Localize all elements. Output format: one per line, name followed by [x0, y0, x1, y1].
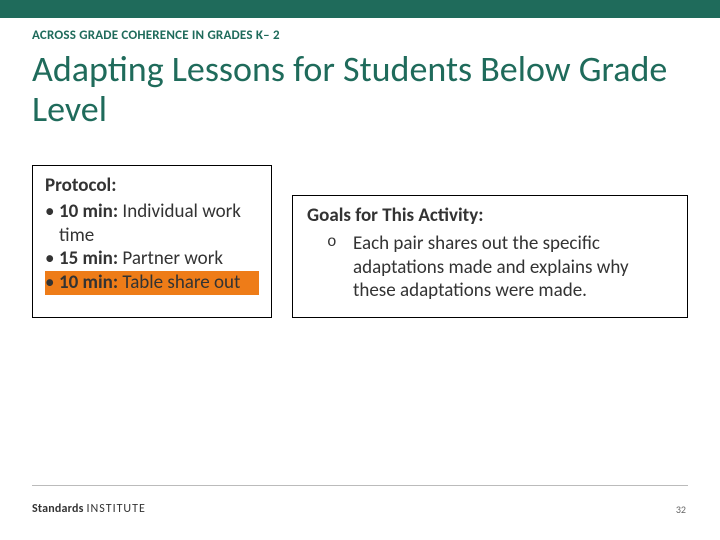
goals-heading: Goals for This Activity:	[307, 204, 673, 228]
protocol-item: 10 min: Table share out	[45, 271, 259, 295]
protocol-heading: Protocol:	[45, 174, 259, 198]
footer-logo-bold: Standards	[32, 502, 84, 516]
eyebrow-heading: ACROSS GRADE COHERENCE IN GRADES K– 2	[32, 28, 280, 43]
goals-item: Each pair shares out the specific adapta…	[327, 232, 673, 303]
content-columns: Protocol: 10 min: Individual work time15…	[32, 165, 688, 318]
protocol-item: 15 min: Partner work	[45, 247, 259, 271]
footer-logo-rest: INSTITUTE	[87, 502, 146, 516]
protocol-item-duration: 10 min:	[59, 200, 118, 223]
protocol-item-text: Table share out	[118, 271, 240, 294]
slide: ACROSS GRADE COHERENCE IN GRADES K– 2 Ad…	[0, 0, 720, 540]
protocol-item-duration: 10 min:	[59, 271, 118, 294]
slide-title: Adapting Lessons for Students Below Grad…	[32, 50, 688, 129]
footer-logo: Standards INSTITUTE	[32, 502, 146, 516]
footer-divider	[32, 485, 688, 486]
top-bar	[0, 0, 720, 18]
protocol-box: Protocol: 10 min: Individual work time15…	[32, 165, 272, 318]
protocol-item-text: Partner work	[118, 247, 223, 270]
protocol-list: 10 min: Individual work time15 min: Part…	[45, 200, 259, 295]
goals-list: Each pair shares out the specific adapta…	[327, 232, 673, 303]
protocol-item-duration: 15 min:	[59, 247, 118, 270]
goals-box: Goals for This Activity: Each pair share…	[292, 195, 688, 318]
protocol-item: 10 min: Individual work time	[45, 200, 259, 248]
page-number: 32	[676, 503, 686, 516]
